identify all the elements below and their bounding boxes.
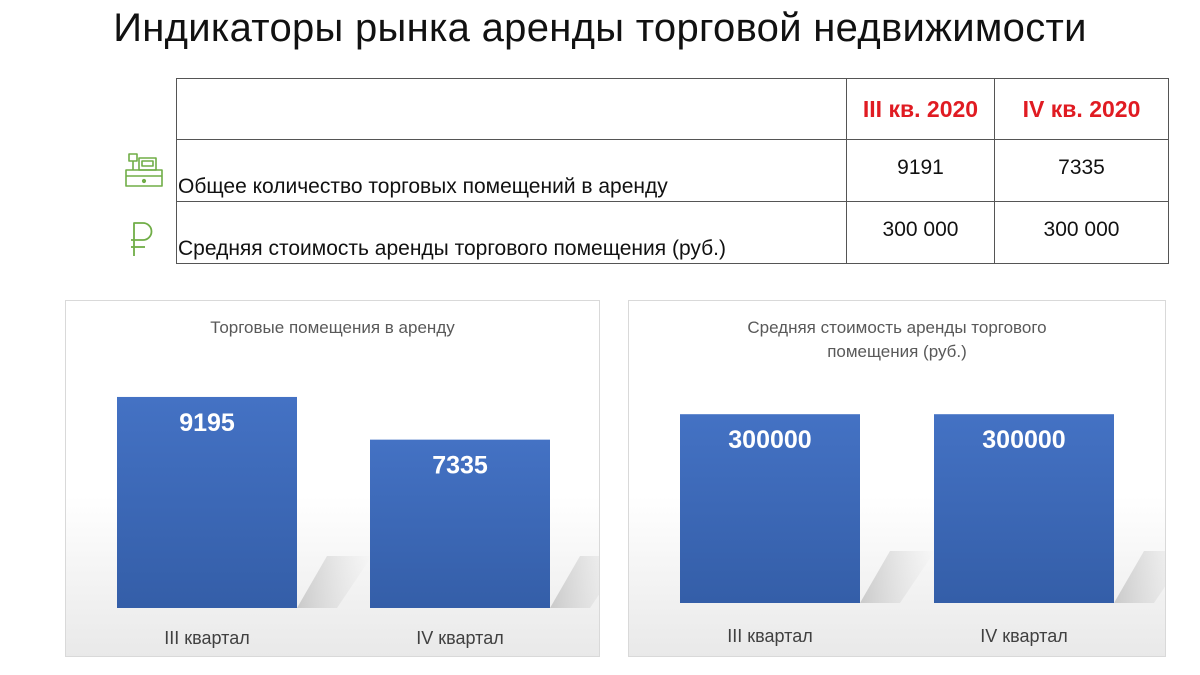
bar — [117, 396, 297, 608]
cell-price-q3: 300 000 — [846, 200, 995, 265]
data-label: 300000 — [982, 426, 1065, 454]
cell-price-q4: 300 000 — [994, 200, 1169, 265]
category-label: IV квартал — [416, 628, 503, 648]
bar — [680, 414, 860, 603]
chart-panel-price: Средняя стоимость аренды торгового помеще… — [628, 300, 1166, 657]
summary-table: III кв. 2020 IV кв. 2020 Общее количеств… — [176, 77, 1169, 265]
category-label: III квартал — [727, 626, 812, 646]
row-label-count: Общее количество торговых помещений в ар… — [176, 139, 847, 202]
bar-shadow — [550, 556, 599, 608]
chart-panel-count: Торговые помещения в аренду 9195 III кварт… — [65, 300, 600, 657]
ruble-icon — [131, 222, 153, 256]
header-q3: III кв. 2020 — [846, 77, 995, 141]
chart-title: Торговые помещения в аренду — [210, 318, 455, 337]
bar — [370, 439, 550, 608]
bar-shadow — [297, 556, 372, 608]
table-header-empty — [176, 77, 847, 141]
data-label: 300000 — [728, 426, 811, 454]
data-label: 7335 — [432, 452, 488, 480]
table-header-row: III кв. 2020 IV кв. 2020 — [176, 77, 1169, 141]
chart-title: Средняя стоимость аренды торгового — [747, 318, 1046, 337]
bar-shadow — [860, 551, 935, 603]
table-row: Средняя стоимость аренды торгового помещ… — [176, 200, 1169, 265]
cash-register-icon — [125, 153, 163, 187]
table-row: Общее количество торговых помещений в ар… — [176, 139, 1169, 202]
chart-price: Средняя стоимость аренды торгового помеще… — [629, 301, 1165, 656]
bar-shadow — [1114, 551, 1165, 603]
header-q4: IV кв. 2020 — [994, 77, 1169, 141]
data-label: 9195 — [179, 409, 235, 437]
row-label-price: Средняя стоимость аренды торгового помещ… — [176, 200, 847, 265]
category-label: III квартал — [164, 628, 249, 648]
chart-count: Торговые помещения в аренду 9195 III кварт… — [66, 301, 599, 656]
cell-count-q3: 9191 — [846, 139, 995, 202]
bar — [934, 414, 1114, 603]
chart-title: помещения (руб.) — [827, 342, 967, 361]
category-label: IV квартал — [980, 626, 1067, 646]
page-title: Индикаторы рынка аренды торговой недвижи… — [113, 6, 1087, 50]
cell-count-q4: 7335 — [994, 139, 1169, 202]
